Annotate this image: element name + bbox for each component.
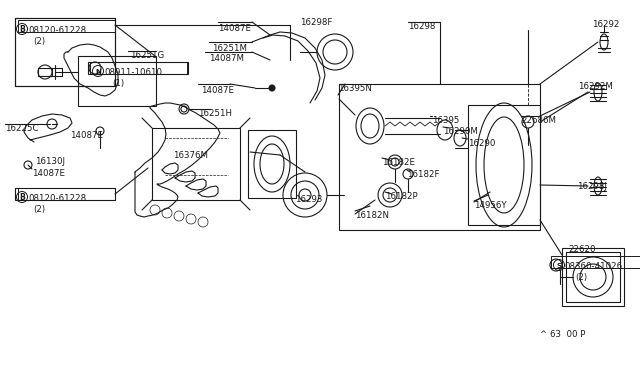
Text: 08120-61228: 08120-61228 [28,26,86,35]
Text: N: N [95,68,101,74]
Text: 16298F: 16298F [300,18,332,27]
Circle shape [269,85,275,91]
Text: 08120-61228: 08120-61228 [28,194,86,203]
Text: (2): (2) [33,205,45,214]
Text: 14087E: 14087E [201,86,234,95]
Text: 16290: 16290 [468,139,495,148]
Bar [566,252,620,302]
Text: 16182N: 16182N [355,211,389,220]
Text: 16376M: 16376M [173,151,208,160]
Bar [15,188,115,200]
Bar [78,56,156,106]
Text: 16298J: 16298J [577,182,607,191]
Text: (2): (2) [575,273,587,282]
Bar [18,20,115,32]
Text: 22686M: 22686M [521,116,556,125]
Text: 14087M: 14087M [209,54,244,63]
Bar [339,84,540,230]
Bar [152,128,240,200]
Text: B: B [19,25,25,34]
Text: 16182P: 16182P [385,192,418,201]
Text: 14087E: 14087E [218,24,251,33]
Text: 16130J: 16130J [35,157,65,166]
Bar [15,18,115,86]
Text: 16293: 16293 [295,195,323,204]
Text: S: S [557,263,561,269]
Text: 14956Y: 14956Y [474,201,507,210]
Text: 14087E: 14087E [70,131,103,140]
Text: 16395: 16395 [432,116,460,125]
Bar [562,248,624,306]
Text: 16182E: 16182E [382,158,415,167]
Bar [88,62,188,74]
Text: 16251M: 16251M [212,44,247,53]
Text: 08911-10610: 08911-10610 [104,68,162,77]
Bar [90,62,187,74]
Bar [468,105,540,225]
Text: 16182F: 16182F [407,170,440,179]
Text: 22620: 22620 [568,245,595,254]
Text: 16225C: 16225C [5,124,38,133]
Bar [248,130,296,198]
Text: 16292: 16292 [592,20,620,29]
Text: 16251H: 16251H [198,109,232,118]
Text: 16290M: 16290M [443,127,478,136]
Text: 14087E: 14087E [32,169,65,178]
Text: ^ 63  00 P: ^ 63 00 P [540,330,586,339]
Bar [551,256,640,268]
Text: 16298: 16298 [408,22,435,31]
Text: 08360-41026: 08360-41026 [564,262,622,271]
Text: B: B [19,193,25,202]
Text: 16292M: 16292M [578,82,613,91]
Bar [18,188,115,200]
Bar [15,18,115,86]
Text: 16395N: 16395N [338,84,372,93]
Text: 16251G: 16251G [130,51,164,60]
Text: (2): (2) [33,37,45,46]
Text: (1): (1) [112,79,124,88]
